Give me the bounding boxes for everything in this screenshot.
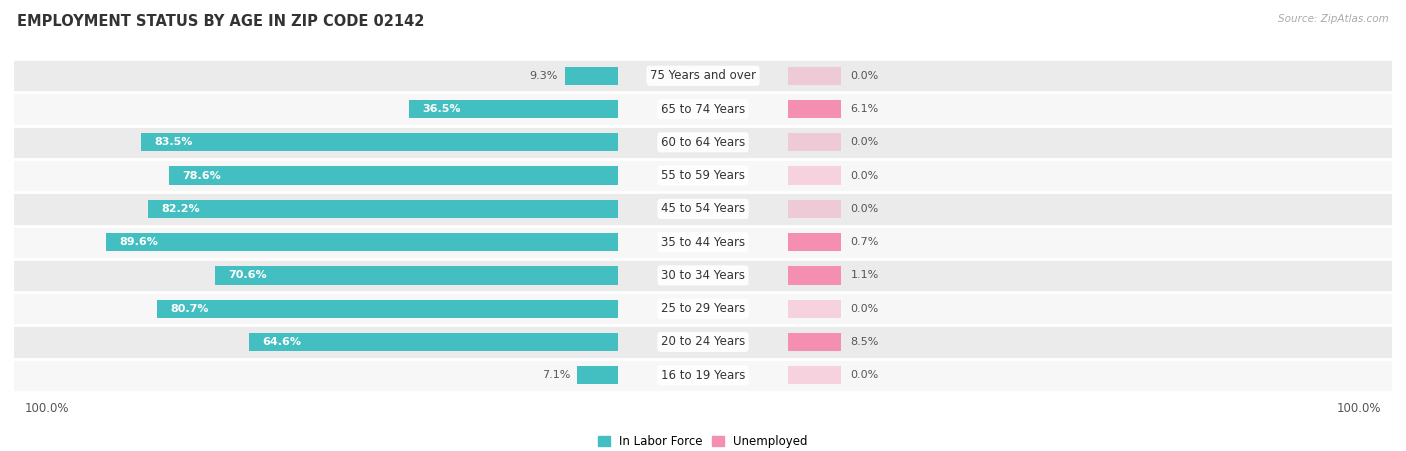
Text: 80.7%: 80.7% xyxy=(170,304,208,314)
Bar xyxy=(789,266,841,285)
Text: 45 to 54 Years: 45 to 54 Years xyxy=(661,202,745,216)
Bar xyxy=(409,100,617,118)
Text: 83.5%: 83.5% xyxy=(155,137,193,147)
Bar xyxy=(249,333,617,351)
Text: 75 Years and over: 75 Years and over xyxy=(650,69,756,82)
Bar xyxy=(141,133,617,152)
Bar xyxy=(789,166,841,185)
Text: 35 to 44 Years: 35 to 44 Years xyxy=(661,235,745,249)
Bar xyxy=(14,292,1392,325)
Text: EMPLOYMENT STATUS BY AGE IN ZIP CODE 02142: EMPLOYMENT STATUS BY AGE IN ZIP CODE 021… xyxy=(17,14,425,28)
Text: 0.0%: 0.0% xyxy=(851,71,879,81)
Text: 8.5%: 8.5% xyxy=(851,337,879,347)
Bar xyxy=(149,200,617,218)
Bar xyxy=(14,325,1392,359)
Text: 6.1%: 6.1% xyxy=(851,104,879,114)
Bar xyxy=(169,166,617,185)
Text: 0.7%: 0.7% xyxy=(851,237,879,247)
Text: 89.6%: 89.6% xyxy=(120,237,159,247)
Text: 82.2%: 82.2% xyxy=(162,204,200,214)
Bar xyxy=(789,233,841,251)
Text: 0.0%: 0.0% xyxy=(851,204,879,214)
Bar xyxy=(157,299,617,318)
Text: 78.6%: 78.6% xyxy=(183,170,221,180)
Text: Source: ZipAtlas.com: Source: ZipAtlas.com xyxy=(1278,14,1389,23)
Bar xyxy=(14,259,1392,292)
Bar xyxy=(789,100,841,118)
Text: 0.0%: 0.0% xyxy=(851,170,879,180)
Bar xyxy=(578,366,617,384)
Bar xyxy=(215,266,617,285)
Bar xyxy=(789,299,841,318)
Bar xyxy=(14,59,1392,92)
Bar xyxy=(789,366,841,384)
Text: 20 to 24 Years: 20 to 24 Years xyxy=(661,336,745,349)
Text: 9.3%: 9.3% xyxy=(530,71,558,81)
Bar xyxy=(14,192,1392,226)
Text: 36.5%: 36.5% xyxy=(422,104,461,114)
Bar xyxy=(789,67,841,85)
Legend: In Labor Force, Unemployed: In Labor Force, Unemployed xyxy=(593,430,813,451)
Text: 0.0%: 0.0% xyxy=(851,137,879,147)
Text: 55 to 59 Years: 55 to 59 Years xyxy=(661,169,745,182)
Text: 0.0%: 0.0% xyxy=(851,304,879,314)
Bar xyxy=(14,126,1392,159)
Bar xyxy=(14,92,1392,126)
Bar xyxy=(14,359,1392,392)
Text: 25 to 29 Years: 25 to 29 Years xyxy=(661,302,745,315)
Text: 65 to 74 Years: 65 to 74 Years xyxy=(661,102,745,115)
Text: 60 to 64 Years: 60 to 64 Years xyxy=(661,136,745,149)
Text: 16 to 19 Years: 16 to 19 Years xyxy=(661,369,745,382)
Bar xyxy=(789,200,841,218)
Bar xyxy=(789,133,841,152)
Text: 64.6%: 64.6% xyxy=(262,337,301,347)
Bar xyxy=(789,333,841,351)
Text: 1.1%: 1.1% xyxy=(851,271,879,281)
Bar xyxy=(14,159,1392,192)
Text: 30 to 34 Years: 30 to 34 Years xyxy=(661,269,745,282)
Text: 70.6%: 70.6% xyxy=(228,271,267,281)
Bar xyxy=(14,226,1392,259)
Bar xyxy=(565,67,617,85)
Bar xyxy=(107,233,617,251)
Text: 0.0%: 0.0% xyxy=(851,370,879,380)
Text: 7.1%: 7.1% xyxy=(543,370,571,380)
